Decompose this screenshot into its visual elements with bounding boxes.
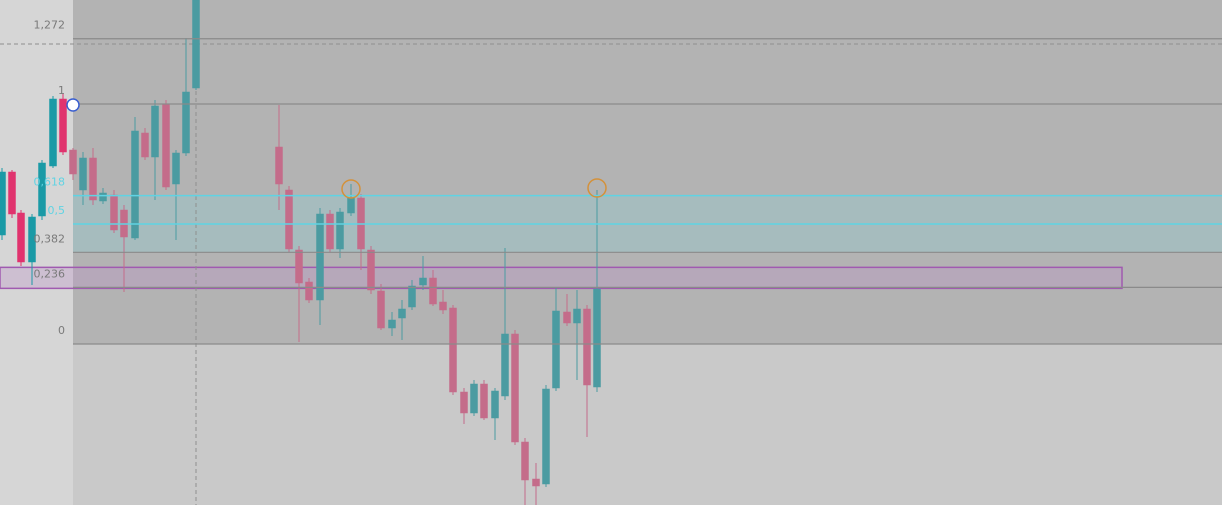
anchor-handle[interactable] xyxy=(66,98,80,112)
candle-body xyxy=(583,308,591,386)
zone-box xyxy=(0,266,1123,290)
candle-body xyxy=(377,290,385,329)
candle-body xyxy=(8,171,16,215)
candle-body xyxy=(305,281,313,301)
candle-body xyxy=(449,307,457,393)
fib-level-label: 0 xyxy=(58,324,65,337)
fib-levels: 1,272 1 0,618 0,5 0,382 0,236 0 xyxy=(34,19,1222,345)
candle-body xyxy=(593,288,601,388)
candle-body xyxy=(0,171,6,236)
candle-body xyxy=(398,308,406,319)
candle-body xyxy=(151,105,159,158)
candle-body xyxy=(49,98,57,167)
candle-body xyxy=(141,132,149,158)
candle-body xyxy=(460,391,468,414)
candle-body xyxy=(79,157,87,191)
candle-body xyxy=(182,91,190,154)
fib-level-label: 1,272 xyxy=(34,19,66,32)
candle-body xyxy=(59,98,67,153)
candle-body xyxy=(275,146,283,185)
candle-body xyxy=(347,197,355,214)
fib-level-label: 0,618 xyxy=(34,176,66,189)
candle-body xyxy=(367,249,375,291)
candle-body xyxy=(295,249,303,284)
fib-level-label: 1 xyxy=(58,84,65,97)
candle-body xyxy=(172,152,180,185)
marker-circle xyxy=(341,179,361,199)
candle-body xyxy=(480,383,488,419)
candle-body xyxy=(542,388,550,485)
left-strip xyxy=(0,0,73,505)
candle-body xyxy=(521,441,529,481)
candle-body xyxy=(28,216,36,263)
candle-body xyxy=(192,0,200,89)
candle-body xyxy=(501,333,509,397)
candle-body xyxy=(17,212,25,263)
candle-body xyxy=(552,310,560,389)
fib-background xyxy=(0,0,1222,344)
fib-level-label: 0,236 xyxy=(34,267,66,280)
candle-body xyxy=(69,149,77,175)
candle-body xyxy=(99,192,107,202)
candle-body xyxy=(573,308,581,324)
candle-body xyxy=(491,390,499,419)
candle-body xyxy=(326,213,334,250)
candle-body xyxy=(419,277,427,286)
candle-body xyxy=(470,383,478,414)
candle-body xyxy=(38,162,46,217)
candle-body xyxy=(429,277,437,305)
candle-body xyxy=(532,478,540,487)
candle-body xyxy=(511,333,519,443)
fib-level-label: 0,5 xyxy=(48,204,66,217)
candle-body xyxy=(285,189,293,250)
candle-body xyxy=(89,157,97,201)
candle-body xyxy=(439,301,447,311)
candle-body xyxy=(131,130,139,239)
candle-body xyxy=(162,103,170,188)
candle-body xyxy=(563,311,571,324)
fib-level-label: 0,382 xyxy=(34,232,66,245)
candle-body xyxy=(408,285,416,308)
marker-circle xyxy=(587,178,607,198)
fib-zone xyxy=(73,0,1222,344)
candle-body xyxy=(336,211,344,250)
candle-body xyxy=(316,213,324,301)
candle-body xyxy=(388,319,396,329)
